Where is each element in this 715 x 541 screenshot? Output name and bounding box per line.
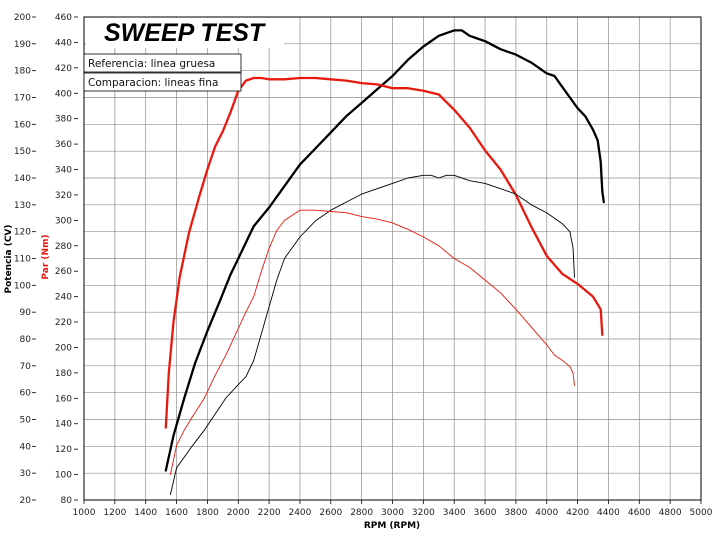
legend-comparison: Comparacion: lineas fina: [88, 77, 218, 89]
right-tick-label: 380: [55, 115, 72, 125]
right-tick-label: 360: [55, 140, 72, 150]
x-tick-label: 3400: [443, 508, 466, 518]
x-tick-label: 1200: [103, 508, 126, 518]
x-tick-label: 4200: [566, 508, 589, 518]
right-tick-label: 420: [55, 64, 72, 74]
x-axis-title: RPM (RPM): [364, 521, 420, 531]
left-tick-label: 170: [14, 94, 31, 104]
x-tick-label: 2000: [227, 508, 250, 518]
x-tick-label: 3600: [474, 508, 497, 518]
x-axis-ticks: 1000 1200 1400 1600 1800 2000 2200 2400 2600 2800…: [73, 500, 713, 518]
legend: Referencia: linea gruesa Comparacion: li…: [83, 53, 242, 92]
x-tick-label: 1000: [73, 508, 96, 518]
left-tick-label: 70: [20, 362, 32, 372]
legend-box-reference: [83, 53, 242, 73]
x-tick-label: 1400: [134, 508, 157, 518]
right-tick-label: 260: [55, 267, 72, 277]
x-tick-label: 3200: [412, 508, 435, 518]
right-tick-label: 200: [55, 343, 72, 353]
x-tick-label: 4400: [597, 508, 620, 518]
left-tick-label: 160: [14, 120, 31, 130]
right-tick-label: 220: [55, 318, 72, 328]
left-tick-label: 140: [14, 174, 31, 184]
left-tick-label: 190: [14, 40, 31, 50]
legend-reference: Referencia: linea gruesa: [88, 58, 215, 70]
left-axis-title: Potencia (CV): [4, 224, 14, 293]
left-axis-ticks: 20 30 40 50 60 70 80 90 100 110 120 130 140 150 160 170…: [14, 13, 36, 506]
x-tick-label: 5000: [690, 508, 713, 518]
right-tick-label: 440: [55, 38, 72, 48]
series-layer: [164, 29, 605, 496]
right-tick-label: 300: [55, 216, 72, 226]
right-tick-label: 460: [55, 13, 72, 23]
x-tick-label: 4800: [659, 508, 682, 518]
left-tick-label: 80: [20, 335, 32, 345]
right-axis-ticks: 80 100 120 140 160 180 200 220 240 260 280 300 320 34…: [55, 13, 78, 506]
x-tick-label: 1600: [165, 508, 188, 518]
right-tick-label: 400: [55, 89, 72, 99]
reference-power-line: [164, 29, 605, 472]
x-tick-label: 4600: [628, 508, 651, 518]
left-tick-label: 40: [20, 442, 32, 452]
x-tick-label: 3000: [381, 508, 404, 518]
right-tick-label: 240: [55, 293, 72, 303]
x-tick-label: 3800: [504, 508, 527, 518]
right-tick-label: 120: [55, 445, 72, 455]
right-tick-label: 80: [61, 496, 73, 506]
left-tick-label: 50: [20, 416, 32, 426]
right-tick-label: 100: [55, 471, 72, 481]
left-tick-label: 120: [14, 228, 31, 238]
x-tick-label: 2400: [288, 508, 311, 518]
left-tick-label: 30: [20, 469, 32, 479]
right-tick-label: 160: [55, 394, 72, 404]
x-tick-label: 2200: [258, 508, 281, 518]
right-axis-title: Par (Nm): [41, 234, 51, 279]
left-tick-label: 20: [20, 496, 32, 506]
right-tick-label: 140: [55, 420, 72, 430]
title-box: [86, 18, 284, 48]
x-tick-label: 2600: [319, 508, 342, 518]
comparison-torque-line: [169, 209, 575, 476]
comparison-power-line: [169, 174, 575, 496]
left-tick-label: 110: [14, 255, 31, 265]
x-tick-label: 2800: [350, 508, 373, 518]
chart-title: SWEEP TEST: [104, 19, 267, 47]
left-tick-label: 200: [14, 13, 31, 23]
right-tick-label: 180: [55, 369, 72, 379]
left-tick-label: 150: [14, 147, 31, 157]
left-tick-label: 180: [14, 67, 31, 77]
legend-box-comparison: [83, 72, 242, 92]
x-tick-label: 1800: [196, 508, 219, 518]
reference-torque-line: [164, 76, 604, 429]
right-tick-label: 340: [55, 166, 72, 176]
right-tick-label: 280: [55, 242, 72, 252]
left-tick-label: 90: [20, 308, 32, 318]
left-tick-label: 60: [20, 389, 32, 399]
x-tick-label: 4000: [535, 508, 558, 518]
left-tick-label: 130: [14, 201, 31, 211]
left-tick-label: 100: [14, 281, 31, 291]
right-tick-label: 320: [55, 191, 72, 201]
